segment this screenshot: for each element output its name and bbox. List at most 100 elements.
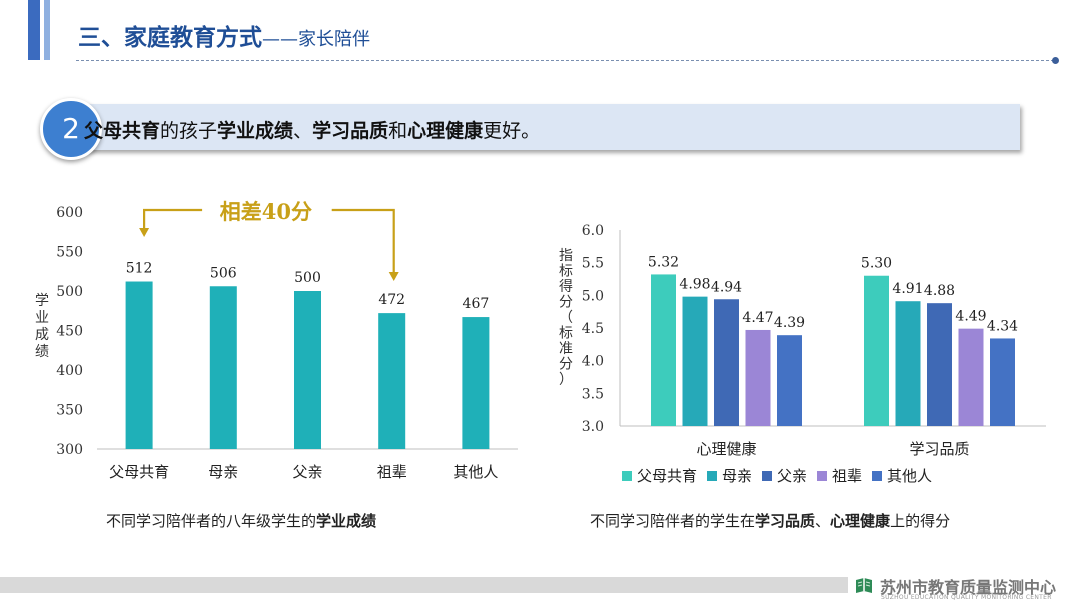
legend-label: 祖辈 (832, 467, 862, 485)
x-tick-label: 心理健康 (696, 440, 756, 458)
annotation-part: 分 (291, 200, 312, 224)
y-axis-title-char: 分 (559, 295, 573, 311)
finding-part: 和 (388, 120, 408, 142)
key-finding-banner (70, 104, 1020, 150)
page-title: 三、家庭教育方式——家长陪伴 (78, 18, 370, 52)
legend-label: 母亲 (722, 467, 752, 485)
y-tick-label: 6.0 (582, 223, 604, 239)
data-label: 4.91 (892, 281, 923, 297)
y-tick-label: 500 (56, 284, 83, 300)
caption-text: 不同学习陪伴者的八年级学生的 (106, 512, 317, 530)
data-label: 4.39 (774, 315, 805, 331)
y-axis-title-char: 标 (559, 264, 573, 280)
data-label: 506 (210, 265, 237, 281)
x-tick-label: 母亲 (208, 463, 238, 481)
academic-score-bar-chart: 300 350 400 450 500 550 600 学业成绩 512 父母共育 506 母亲 500… (35, 199, 518, 481)
header-accent-bar-light (44, 0, 50, 60)
y-axis-title-char: 学 (35, 293, 49, 309)
bar (958, 328, 984, 426)
y-tick-label: 3.5 (582, 386, 604, 402)
header-divider (76, 60, 1054, 61)
y-tick-label: 350 (56, 403, 83, 419)
finding-part: 学习品质 (312, 120, 389, 142)
data-label: 512 (126, 261, 153, 277)
data-label: 5.30 (861, 256, 892, 272)
y-axis-title-char: 绩 (35, 344, 49, 360)
legend-swatch (622, 471, 632, 481)
caption-bold: 学习品质 (755, 512, 816, 530)
data-label: 4.88 (924, 283, 955, 299)
page-subtitle: ——家长陪伴 (262, 29, 370, 50)
x-tick-label: 父亲 (292, 463, 322, 481)
annotation-part: 相差 (220, 200, 262, 224)
caption-text: 不同学习陪伴者的学生在 (590, 512, 756, 530)
y-tick-label: 550 (56, 245, 83, 261)
bar (927, 303, 952, 426)
annotation-arrowhead (139, 228, 150, 237)
y-tick-label: 3.0 (582, 419, 604, 435)
bar (990, 338, 1015, 426)
x-tick-label: 学习品质 (909, 440, 969, 458)
annotation-part: 40 (262, 199, 291, 224)
finding-part: 更好。 (483, 120, 541, 142)
y-axis-title-char: 成 (35, 327, 49, 343)
finding-part: 心理健康 (407, 120, 484, 142)
y-tick-label: 300 (56, 442, 83, 458)
left-chart-caption: 不同学习陪伴者的八年级学生的学业成绩 (106, 510, 376, 531)
legend-label: 其他人 (887, 467, 932, 485)
finding-part: 的孩子 (160, 120, 218, 142)
org-logo-text: 苏州市教育质量监测中心 (880, 578, 1057, 597)
y-axis-title-char: 指 (559, 248, 573, 264)
data-label: 4.98 (679, 277, 710, 293)
caption-text: 上的得分 (890, 512, 951, 530)
bar (125, 281, 153, 449)
bar (651, 274, 676, 426)
x-tick-label: 父母共育 (109, 463, 169, 481)
data-label: 4.47 (742, 310, 773, 326)
annotation-arrowhead (388, 272, 399, 281)
finding-part: 、 (293, 120, 313, 142)
caption-bold: 心理健康 (830, 512, 891, 530)
bar (209, 286, 237, 449)
bar (462, 317, 490, 449)
legend-swatch (872, 471, 882, 481)
finding-number-badge: 2 (40, 98, 102, 160)
data-label: 4.49 (955, 309, 986, 325)
bar (745, 329, 771, 426)
annotation-bracket-right (331, 208, 395, 274)
right-chart-caption: 不同学习陪伴者的学生在学习品质、心理健康上的得分 (590, 510, 950, 531)
legend-swatch (707, 471, 717, 481)
footer-bar (0, 577, 848, 593)
y-axis-title-char: 分 (559, 357, 573, 373)
legend-swatch (762, 471, 772, 481)
finding-part: 父母共育 (84, 120, 161, 142)
bar (294, 291, 321, 449)
book-logo-icon (856, 578, 872, 593)
y-axis-title-char: （ (559, 310, 573, 326)
bar (378, 313, 406, 449)
legend-label: 父亲 (777, 467, 807, 485)
divider-end-dot (1052, 57, 1059, 64)
y-axis-title-char: 标 (559, 326, 573, 342)
data-label: 4.94 (711, 279, 742, 295)
org-logo-subtext: SUZHOU EDUCATION QUALITY MONITORING CENT… (881, 594, 1052, 601)
bar (895, 301, 921, 426)
data-label: 500 (294, 270, 321, 286)
y-tick-label: 4.0 (582, 354, 604, 370)
caption-bold: 学业成绩 (316, 512, 377, 530)
data-label: 4.34 (987, 318, 1018, 334)
page-title-main: 三、家庭教育方式 (78, 25, 262, 51)
y-tick-label: 450 (56, 324, 83, 340)
x-tick-label: 其他人 (453, 463, 498, 481)
y-tick-label: 600 (56, 205, 83, 221)
annotation-bracket-left (143, 208, 203, 230)
legend-swatch (817, 471, 827, 481)
x-tick-label: 祖辈 (377, 463, 407, 481)
y-axis-title-char: ） (559, 372, 573, 388)
bar (777, 335, 802, 426)
y-axis-title-char: 得 (559, 278, 573, 295)
y-axis-title-char: 准 (559, 341, 573, 357)
quality-health-bar-chart: 3.03.54.04.55.05.56.0指标得分（标准分）心理健康5.324.… (559, 223, 1046, 485)
legend-label: 父母共育 (637, 467, 697, 485)
data-label: 472 (378, 292, 405, 308)
